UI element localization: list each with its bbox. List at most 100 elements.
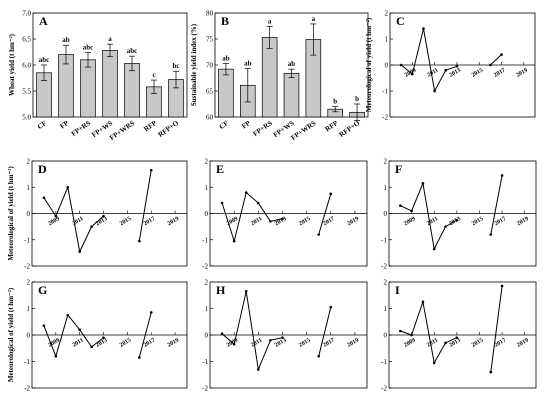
y-tick-label: 1 xyxy=(205,184,209,192)
panel-letter: G xyxy=(38,283,47,297)
data-point xyxy=(54,214,58,218)
data-point xyxy=(455,218,459,222)
data-point xyxy=(410,209,413,213)
x-tick-label: 2011 xyxy=(72,216,85,227)
data-point xyxy=(500,284,504,288)
data-point xyxy=(42,324,46,328)
x-tick-label: 2019 xyxy=(347,216,360,227)
x-tick-label: 2019 xyxy=(515,68,528,79)
panel-g: G -2 -1 0 1 2 Meteorological of yield (t hm⁻²)… xyxy=(7,279,188,393)
data-point xyxy=(399,329,402,333)
significance-letter: ab xyxy=(244,60,252,68)
y-tick-label: 1 xyxy=(384,305,388,313)
data-point xyxy=(489,233,493,236)
data-point xyxy=(432,361,436,365)
panel-letter: I xyxy=(395,283,400,297)
data-point xyxy=(489,63,492,67)
y-tick-label: 6.0 xyxy=(22,62,31,70)
y-axis-label: Sustainable yield index (%) xyxy=(190,23,198,106)
panel-i: I -2 -1 0 1 2 2009 2011 2013 2015 2017 2019 xyxy=(381,279,537,393)
x-tick-label: 2013 xyxy=(448,338,461,349)
x-tick-label: 2017 xyxy=(494,338,507,349)
x-tick-label: 2015 xyxy=(298,216,311,227)
category-label: FP+WRS xyxy=(108,119,136,142)
data-point xyxy=(444,68,448,72)
y-tick-label: 1 xyxy=(384,184,388,192)
y-tick-label: 75 xyxy=(206,36,214,44)
data-point xyxy=(432,247,436,251)
data-point xyxy=(66,185,70,189)
y-tick-label: -2 xyxy=(202,385,208,393)
data-point xyxy=(500,53,503,56)
y-tick-label: 0 xyxy=(27,210,31,218)
data-point xyxy=(220,201,224,205)
panel-letter: B xyxy=(221,14,229,28)
y-tick-label: -2 xyxy=(381,263,387,271)
x-tick-label: 2015 xyxy=(298,338,311,349)
x-tick-label: 2013 xyxy=(449,68,462,79)
y-tick-label: 0 xyxy=(205,210,209,218)
x-tick-label: 2013 xyxy=(95,216,108,227)
data-point xyxy=(102,214,105,218)
series-line xyxy=(318,307,332,357)
x-tick-label: 2009 xyxy=(47,216,60,227)
y-axis-label: Meteorological of yield (t hm⁻²) xyxy=(365,17,373,112)
y-tick-label: -1 xyxy=(382,88,388,96)
significance-letter: bc xyxy=(173,62,180,70)
series-line xyxy=(43,185,104,254)
y-tick-label: 1 xyxy=(385,36,389,44)
data-point xyxy=(244,289,248,293)
significance-letter: b xyxy=(333,98,337,106)
data-point xyxy=(329,192,333,196)
y-tick-label: 2 xyxy=(205,279,209,287)
data-point xyxy=(489,370,493,374)
y-tick-label: 2 xyxy=(384,158,388,166)
series-line xyxy=(400,28,458,93)
y-tick-label: 2 xyxy=(384,279,388,287)
y-tick-label: 70 xyxy=(206,62,214,70)
series-line xyxy=(490,285,503,373)
y-tick-label: -2 xyxy=(382,114,388,122)
data-point xyxy=(232,342,236,346)
series-line xyxy=(318,193,332,235)
panel-letter: E xyxy=(216,162,224,176)
y-tick-label: 0 xyxy=(205,332,209,340)
x-tick-label: 2011 xyxy=(250,338,263,349)
y-tick-label: -2 xyxy=(381,385,387,393)
data-point xyxy=(78,250,81,253)
y-tick-label: -1 xyxy=(381,358,387,366)
significance-letter: c xyxy=(152,71,155,79)
data-point xyxy=(90,225,93,228)
x-tick-label: 2017 xyxy=(143,338,156,349)
data-point xyxy=(78,328,81,332)
data-point xyxy=(257,201,260,205)
data-point xyxy=(421,300,425,304)
x-tick-label: 2015 xyxy=(119,216,132,227)
significance-letter: abc xyxy=(39,56,50,64)
x-tick-label: 2017 xyxy=(322,338,335,349)
data-point xyxy=(269,220,272,223)
panel-letter: A xyxy=(39,14,48,28)
y-tick-label: -1 xyxy=(24,358,30,366)
x-tick-label: 2009 xyxy=(403,338,416,349)
x-tick-label: 2009 xyxy=(403,216,416,227)
x-tick-label: 2019 xyxy=(167,338,180,349)
y-axis-label: Meteorological of yield (t hm⁻²) xyxy=(7,166,15,261)
y-tick-label: 0 xyxy=(385,62,389,70)
bar xyxy=(124,63,140,118)
bar xyxy=(218,68,234,118)
data-point xyxy=(257,368,260,371)
panel-letter: D xyxy=(38,162,47,176)
x-tick-label: 2019 xyxy=(347,338,360,349)
x-tick-label: 2009 xyxy=(47,338,60,349)
data-point xyxy=(444,225,447,228)
category-label: FP xyxy=(240,119,252,131)
significance-letter: abc xyxy=(127,47,138,55)
data-point xyxy=(232,239,236,243)
x-tick-label: 2011 xyxy=(427,68,440,79)
y-tick-label: 5.5 xyxy=(22,88,31,96)
